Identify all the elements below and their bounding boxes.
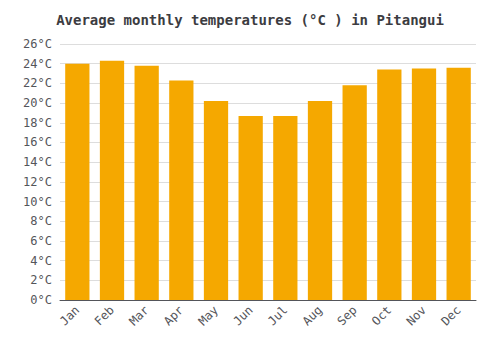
svg-text:16°C: 16°C bbox=[23, 135, 52, 149]
svg-text:Oct: Oct bbox=[369, 303, 394, 328]
svg-text:6°C: 6°C bbox=[30, 234, 52, 248]
svg-text:Nov: Nov bbox=[404, 303, 429, 328]
svg-text:May: May bbox=[196, 303, 221, 328]
svg-text:22°C: 22°C bbox=[23, 76, 52, 90]
svg-text:10°C: 10°C bbox=[23, 195, 52, 209]
svg-text:Jun: Jun bbox=[230, 303, 255, 328]
svg-text:2°C: 2°C bbox=[30, 273, 52, 287]
svg-text:Average monthly temperatures (: Average monthly temperatures (°C ) in Pi… bbox=[56, 12, 444, 28]
svg-text:14°C: 14°C bbox=[23, 155, 52, 169]
svg-text:4°C: 4°C bbox=[30, 254, 52, 268]
svg-text:18°C: 18°C bbox=[23, 116, 52, 130]
svg-text:Dec: Dec bbox=[438, 303, 463, 328]
svg-text:Jul: Jul bbox=[265, 303, 290, 328]
svg-text:Feb: Feb bbox=[92, 303, 117, 328]
svg-text:24°C: 24°C bbox=[23, 57, 52, 71]
svg-text:Jan: Jan bbox=[57, 303, 82, 328]
svg-text:Aug: Aug bbox=[300, 303, 325, 328]
svg-text:Sep: Sep bbox=[334, 303, 359, 328]
svg-text:26°C: 26°C bbox=[23, 37, 52, 51]
svg-text:Mar: Mar bbox=[126, 303, 151, 328]
svg-text:0°C: 0°C bbox=[30, 293, 52, 307]
svg-text:12°C: 12°C bbox=[23, 175, 52, 189]
svg-text:20°C: 20°C bbox=[23, 96, 52, 110]
svg-text:Apr: Apr bbox=[161, 303, 186, 328]
svg-text:8°C: 8°C bbox=[30, 214, 52, 228]
